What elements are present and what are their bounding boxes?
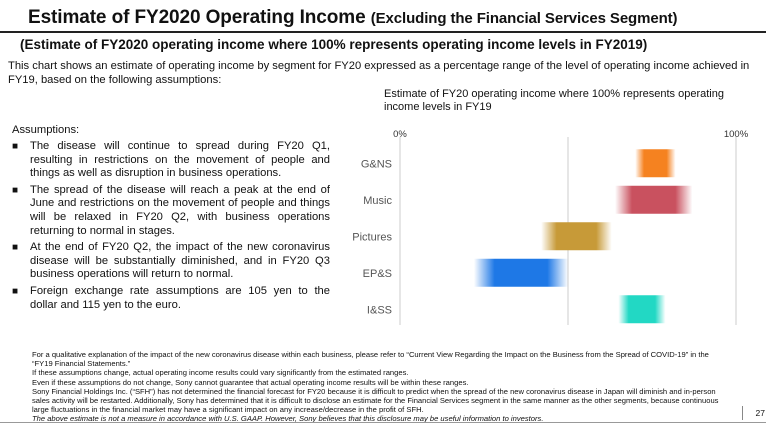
footnotes: For a qualitative explanation of the imp… bbox=[32, 350, 722, 424]
assumption-text: The spread of the disease will reach a p… bbox=[30, 183, 330, 237]
intro-paragraph: This chart shows an estimate of operatin… bbox=[8, 60, 750, 86]
footer-divider bbox=[0, 422, 766, 423]
assumption-text: The disease will continue to spread duri… bbox=[30, 140, 330, 180]
bullet-icon: ■ bbox=[12, 141, 19, 152]
assumption-item: ■ The spread of the disease will reach a … bbox=[12, 184, 330, 238]
footnote-line: Even if these assumptions do not change,… bbox=[32, 377, 469, 387]
assumptions-heading: Assumptions: bbox=[12, 124, 80, 136]
bullet-icon: ■ bbox=[12, 285, 19, 297]
footnote-line: Sony Financial Holdings Inc. (“SFH”) has… bbox=[32, 386, 719, 415]
category-label: Music bbox=[363, 195, 392, 207]
page-title-main: Estimate of FY2020 Operating Income bbox=[28, 7, 366, 28]
title-divider bbox=[0, 31, 766, 33]
assumption-text: At the end of FY20 Q2, the impact of the… bbox=[30, 241, 330, 281]
footnote-line: For a qualitative explanation of the imp… bbox=[32, 350, 709, 369]
page-title-sub: (Excluding the Financial Services Segmen… bbox=[370, 10, 678, 27]
disclaimer: The above estimate is not a measure in a… bbox=[32, 414, 544, 424]
category-label: I&SS bbox=[367, 304, 392, 316]
page-title: Estimate of FY2020 Operating Income (Exc… bbox=[28, 7, 678, 29]
range-bar bbox=[473, 258, 568, 287]
bullet-icon: ■ bbox=[12, 242, 19, 254]
footnote-line: If these assumptions change, actual oper… bbox=[32, 368, 409, 378]
range-bar bbox=[615, 185, 693, 214]
assumptions-list: ■ The disease will continue to spread dur… bbox=[12, 140, 330, 315]
assumption-item: ■ Foreign exchange rate assumptions are 1… bbox=[12, 285, 330, 312]
page-number: 27 bbox=[742, 406, 765, 420]
range-bar bbox=[618, 295, 666, 324]
range-bar-chart: 0% 100% G&NS Music Pictures EP&S I&SS bbox=[352, 129, 749, 325]
range-bar bbox=[635, 149, 676, 178]
assumption-text: Foreign exchange rate assumptions are 10… bbox=[30, 284, 330, 311]
assumption-item: ■ The disease will continue to spread dur… bbox=[12, 140, 330, 181]
chart-title: Estimate of FY20 operating income where … bbox=[384, 88, 724, 113]
x-tick-label: 0% bbox=[393, 129, 407, 140]
bullet-icon: ■ bbox=[12, 184, 19, 196]
category-label: G&NS bbox=[361, 158, 392, 170]
page-subtitle: (Estimate of FY2020 operating income whe… bbox=[20, 37, 648, 52]
category-label: Pictures bbox=[352, 231, 392, 243]
assumption-item: ■ At the end of FY20 Q2, the impact of th… bbox=[12, 241, 330, 282]
range-bar bbox=[541, 222, 612, 251]
category-label: EP&S bbox=[363, 268, 392, 280]
x-tick-label: 100% bbox=[724, 129, 749, 140]
